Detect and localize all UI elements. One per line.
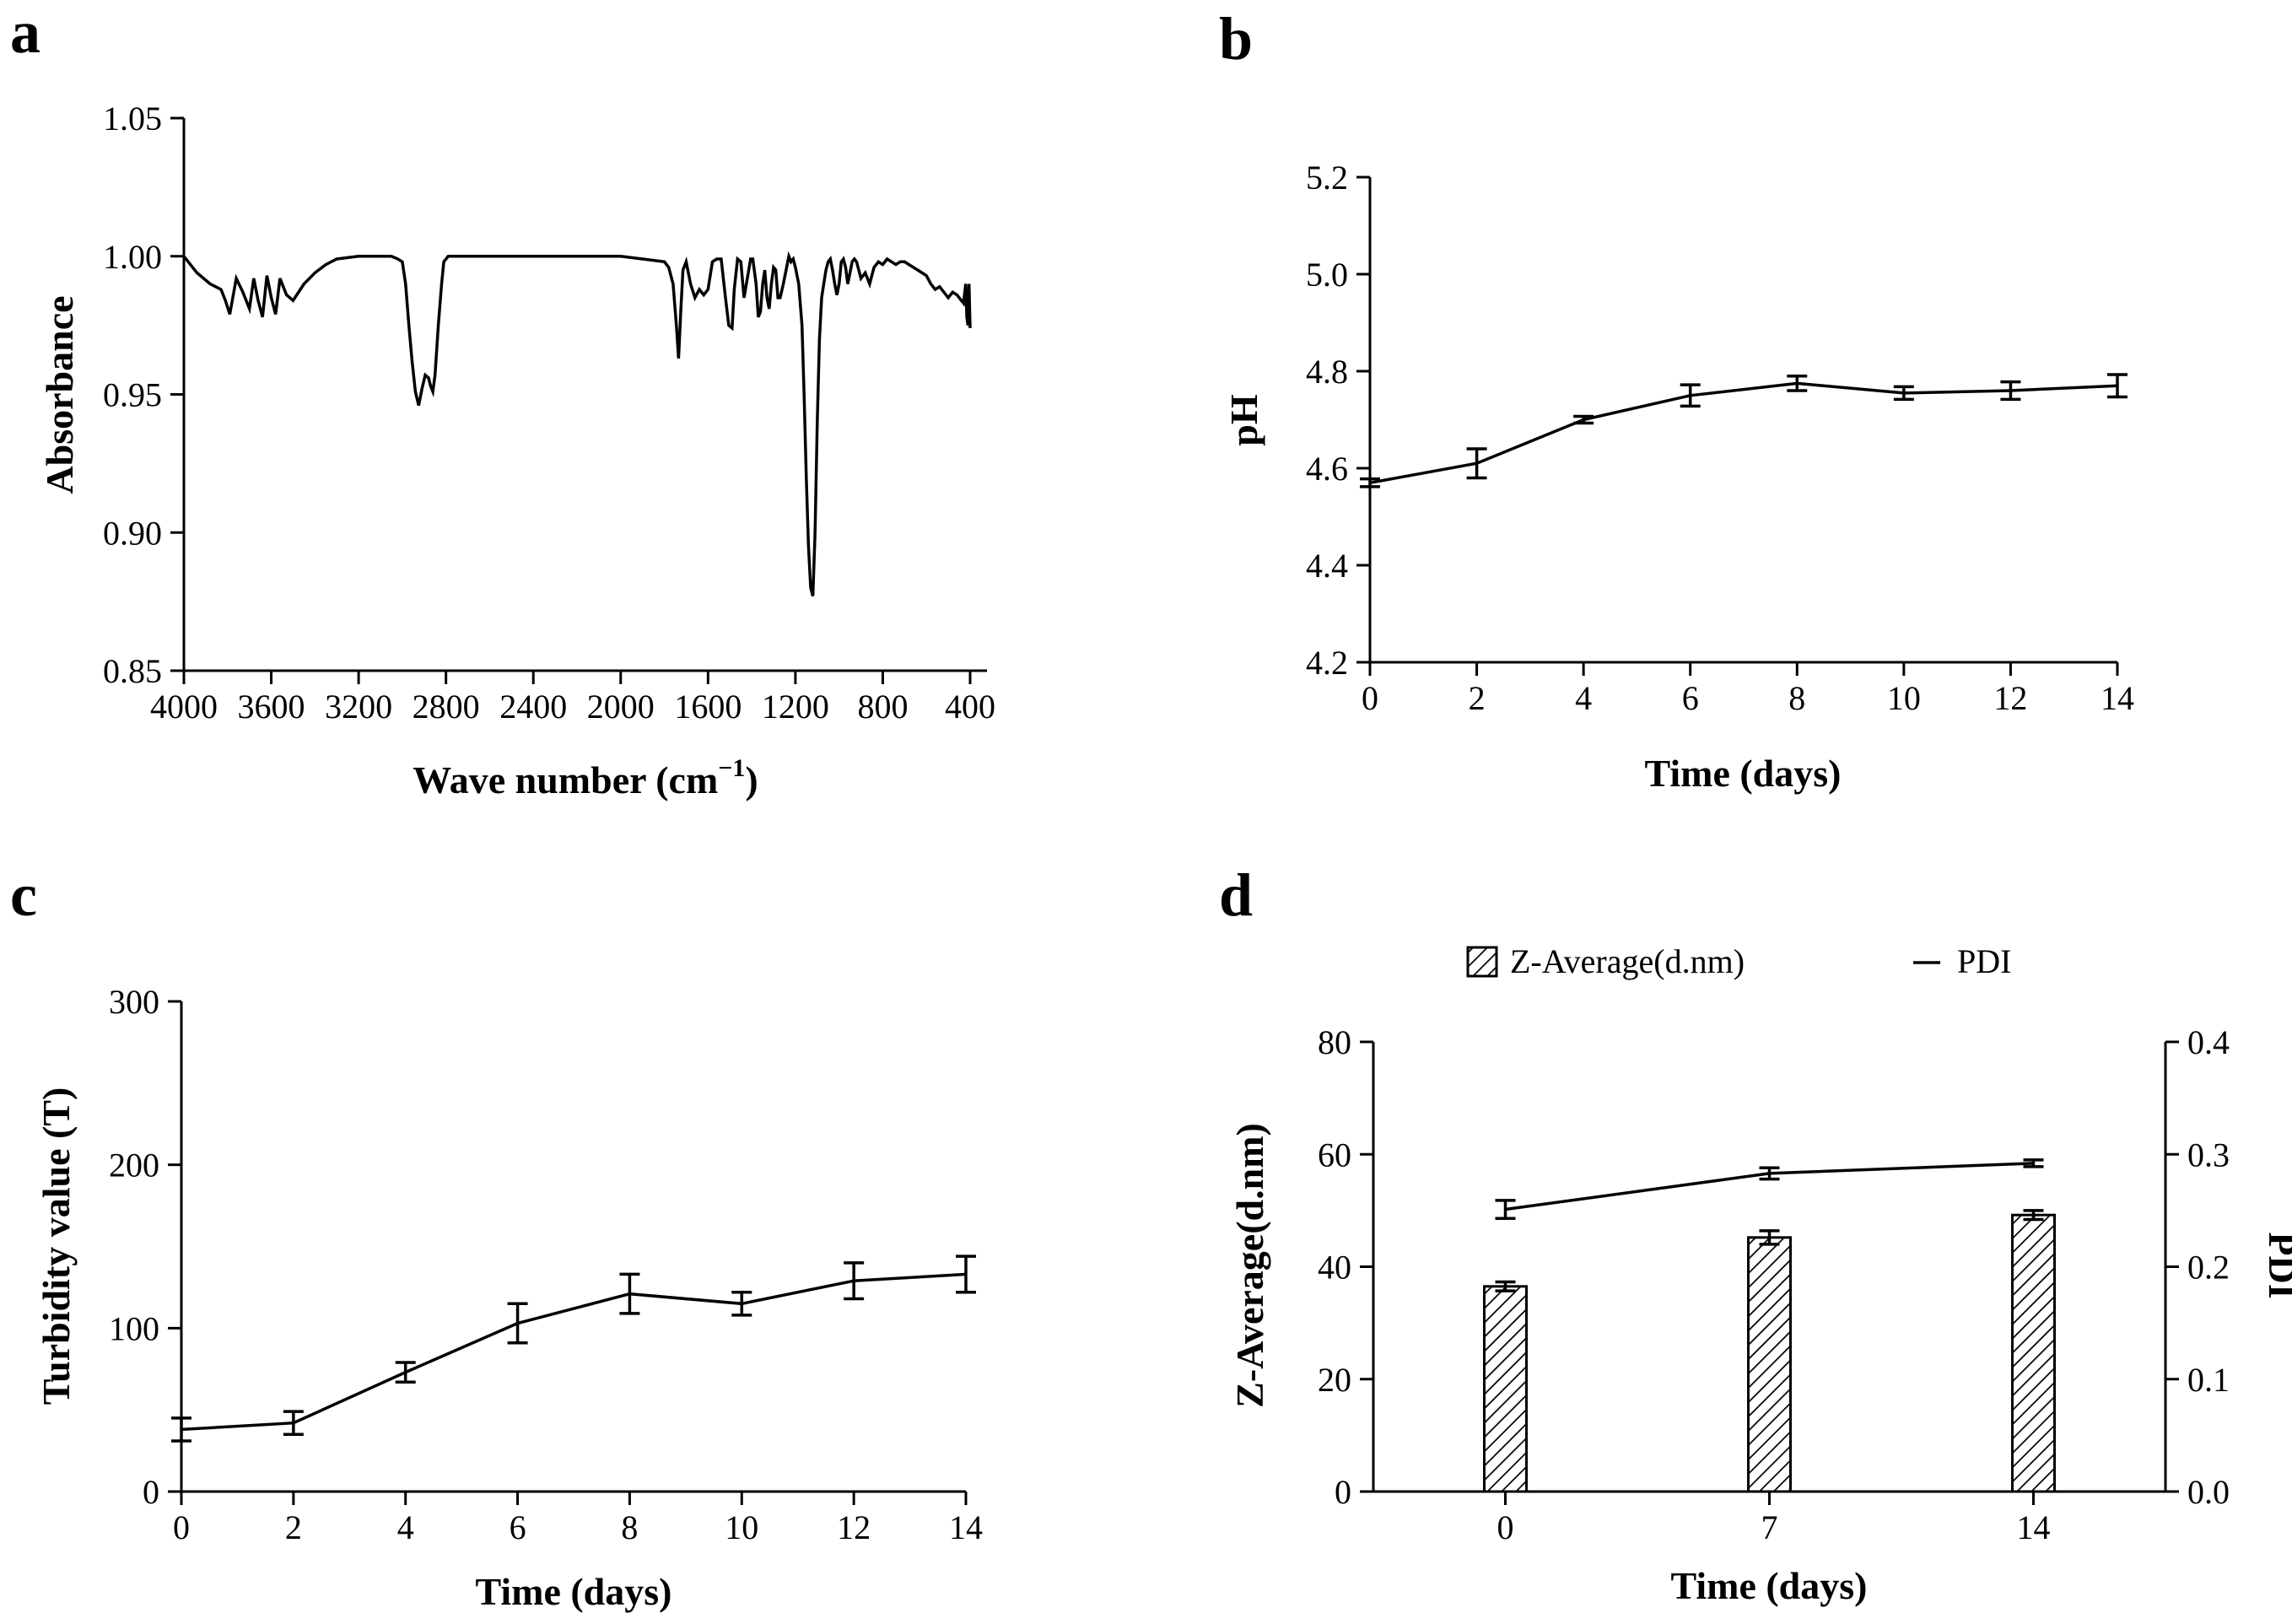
panel-b-x-tick-label: 12 bbox=[1993, 679, 2027, 717]
panel-b-y-tick-label: 4.4 bbox=[1306, 547, 1348, 585]
panel-a-y-tick-label: 0.90 bbox=[103, 514, 162, 552]
panel-a-x-tick-label: 3200 bbox=[325, 688, 392, 726]
panel-c-plot-area bbox=[171, 1254, 976, 1443]
legend-swatch-z-average bbox=[1466, 946, 1498, 978]
panel-b-x-tick-label: 10 bbox=[1887, 679, 1921, 717]
panel-b-x-tick-label: 2 bbox=[1469, 679, 1486, 717]
panel-b-y-tick-label: 4.8 bbox=[1306, 353, 1348, 391]
panel-c-y-axis-title: Turbidity value (T) bbox=[35, 1087, 78, 1405]
panel-d-y-tick-label: 20 bbox=[1318, 1361, 1351, 1399]
z-average-bar bbox=[1747, 1236, 1792, 1493]
panel-b-y-tick-label: 4.6 bbox=[1306, 450, 1348, 488]
panel-a-plot-area bbox=[182, 251, 972, 597]
panel-b-y-tick-label: 4.2 bbox=[1306, 644, 1348, 682]
panel-c-x-tick-label: 8 bbox=[621, 1508, 638, 1546]
legend-label-pdi: PDI bbox=[1957, 942, 2011, 980]
panel-d-y-tick-label: 60 bbox=[1318, 1136, 1351, 1173]
panel-d-label: d bbox=[1219, 861, 1253, 929]
panel-d-y-tick-label: 40 bbox=[1318, 1249, 1351, 1287]
panel-c-x-tick-label: 2 bbox=[285, 1508, 302, 1546]
z-average-bar bbox=[1483, 1285, 1528, 1493]
panel-d-y2-tick-label: 0.0 bbox=[2187, 1473, 2230, 1511]
panel-d-y-ticks: 0 20 40 60 80 bbox=[1318, 1023, 1373, 1511]
panel-a-x-tick-label: 1600 bbox=[674, 688, 742, 726]
panel-d-x-tick-label: 0 bbox=[1497, 1508, 1514, 1546]
panel-d-x-tick-label: 14 bbox=[2017, 1508, 2051, 1546]
spectrum-line bbox=[182, 251, 972, 597]
panel-d-plot-area bbox=[1483, 1158, 2056, 1493]
panel-c-series-line bbox=[181, 1272, 967, 1432]
panel-a-y-tick-label: 1.05 bbox=[103, 100, 162, 138]
panel-b-label: b bbox=[1219, 5, 1253, 73]
panel-b-x-axis-title: Time (days) bbox=[1645, 752, 1842, 795]
panel-d-y2-axis-title: PDI bbox=[2261, 1232, 2292, 1298]
panel-a-y-tick-label: 1.00 bbox=[103, 238, 162, 276]
panel-d-x-tick-label: 7 bbox=[1761, 1508, 1778, 1546]
panel-c-y-ticks: 0 100 200 300 bbox=[109, 983, 181, 1511]
panel-a-x-tick-label: 1200 bbox=[762, 688, 829, 726]
panel-b-x-tick-label: 6 bbox=[1682, 679, 1699, 717]
panel-c-x-tick-label: 14 bbox=[949, 1508, 983, 1546]
panel-b-x-tick-label: 14 bbox=[2101, 679, 2134, 717]
panel-d-y2-tick-label: 0.4 bbox=[2187, 1023, 2230, 1061]
panel-d-y2-tick-label: 0.2 bbox=[2187, 1249, 2230, 1287]
panel-d-x-ticks: 0 7 14 bbox=[1497, 1492, 2051, 1546]
panel-c-x-tick-label: 4 bbox=[397, 1508, 414, 1546]
panel-b-y-axis-title: pH bbox=[1222, 394, 1265, 446]
panel-a-y-ticks: 0.85 0.90 0.95 1.00 1.05 bbox=[103, 100, 184, 690]
panel-d-y-tick-label: 80 bbox=[1318, 1023, 1351, 1061]
panel-a-x-tick-label: 3600 bbox=[238, 688, 305, 726]
panel-a-x-tick-label: 4000 bbox=[150, 688, 218, 726]
panel-a-absorbance-spectrum: a 0.85 0.90 0.95 1.00 1.05 4000 3600 3200 2800 2… bbox=[10, 0, 995, 801]
panel-a-x-tick-label: 2000 bbox=[587, 688, 655, 726]
panel-a-x-tick-label: 400 bbox=[945, 688, 995, 726]
panel-a-x-tick-label: 2800 bbox=[413, 688, 480, 726]
panel-b-x-ticks: 0 2 4 6 8 10 12 14 bbox=[1362, 662, 2134, 717]
panel-b-plot-area bbox=[1360, 373, 2128, 488]
panel-a-y-tick-label: 0.95 bbox=[103, 376, 162, 414]
panel-d-y2-tick-label: 0.3 bbox=[2187, 1136, 2230, 1173]
z-average-bar bbox=[2011, 1213, 2056, 1493]
panel-a-label: a bbox=[10, 0, 40, 66]
panel-b-x-tick-label: 4 bbox=[1575, 679, 1592, 717]
panel-c-x-tick-label: 12 bbox=[837, 1508, 871, 1546]
panel-a-x-ticks: 4000 3600 3200 2800 2400 2000 1600 1200 800 400 bbox=[150, 671, 995, 726]
panel-c-x-ticks: 0 2 4 6 8 10 12 14 bbox=[173, 1492, 983, 1546]
panel-a-y-tick-label: 0.85 bbox=[103, 652, 162, 690]
panel-b-y-tick-label: 5.0 bbox=[1306, 256, 1348, 294]
panel-c-x-tick-label: 10 bbox=[725, 1508, 758, 1546]
panel-c-y-tick-label: 100 bbox=[109, 1309, 159, 1347]
panel-b-x-tick-label: 0 bbox=[1362, 679, 1378, 717]
panel-d-y-axis-title: Z-Average(d.nm) bbox=[1228, 1123, 1271, 1408]
legend-label-z-average: Z-Average(d.nm) bbox=[1510, 942, 1745, 980]
panel-c-x-tick-label: 0 bbox=[173, 1508, 190, 1546]
panel-c-label: c bbox=[10, 861, 37, 929]
panel-b-x-tick-label: 8 bbox=[1788, 679, 1805, 717]
panel-c-turbidity-chart: c 0 100 200 300 0 2 4 6 8 10 12 14 Turbidity value… bbox=[10, 861, 983, 1613]
panel-a-y-axis-title: Absorbance bbox=[38, 295, 81, 494]
panel-b-series-line bbox=[1369, 381, 2118, 485]
panel-d-y2-tick-label: 0.1 bbox=[2187, 1361, 2230, 1399]
panel-c-x-axis-title: Time (days) bbox=[476, 1570, 672, 1613]
panel-c-y-tick-label: 300 bbox=[109, 983, 159, 1021]
panel-b-y-tick-label: 5.2 bbox=[1306, 159, 1348, 197]
panel-b-ph-chart: b 4.2 4.4 4.6 4.8 5.0 5.2 0 2 4 6 8 10 12 14 pH Time… bbox=[1219, 5, 2134, 795]
panel-a-x-tick-label: 2400 bbox=[499, 688, 567, 726]
panel-d-y2-ticks: 0.0 0.1 0.2 0.3 0.4 bbox=[2165, 1023, 2230, 1511]
panel-c-y-tick-label: 0 bbox=[143, 1473, 159, 1511]
panel-c-x-tick-label: 6 bbox=[510, 1508, 526, 1546]
panel-b-y-ticks: 4.2 4.4 4.6 4.8 5.0 5.2 bbox=[1306, 159, 1370, 682]
panel-c-y-tick-label: 200 bbox=[109, 1147, 159, 1184]
panel-a-x-tick-label: 800 bbox=[857, 688, 908, 726]
panel-d-y-tick-label: 0 bbox=[1335, 1473, 1351, 1511]
panel-d-legend: Z-Average(d.nm) PDI bbox=[1466, 942, 2011, 980]
panel-d-x-axis-title: Time (days) bbox=[1671, 1564, 1868, 1607]
panel-a-x-axis-title: Wave number (cm−1) bbox=[413, 754, 758, 801]
